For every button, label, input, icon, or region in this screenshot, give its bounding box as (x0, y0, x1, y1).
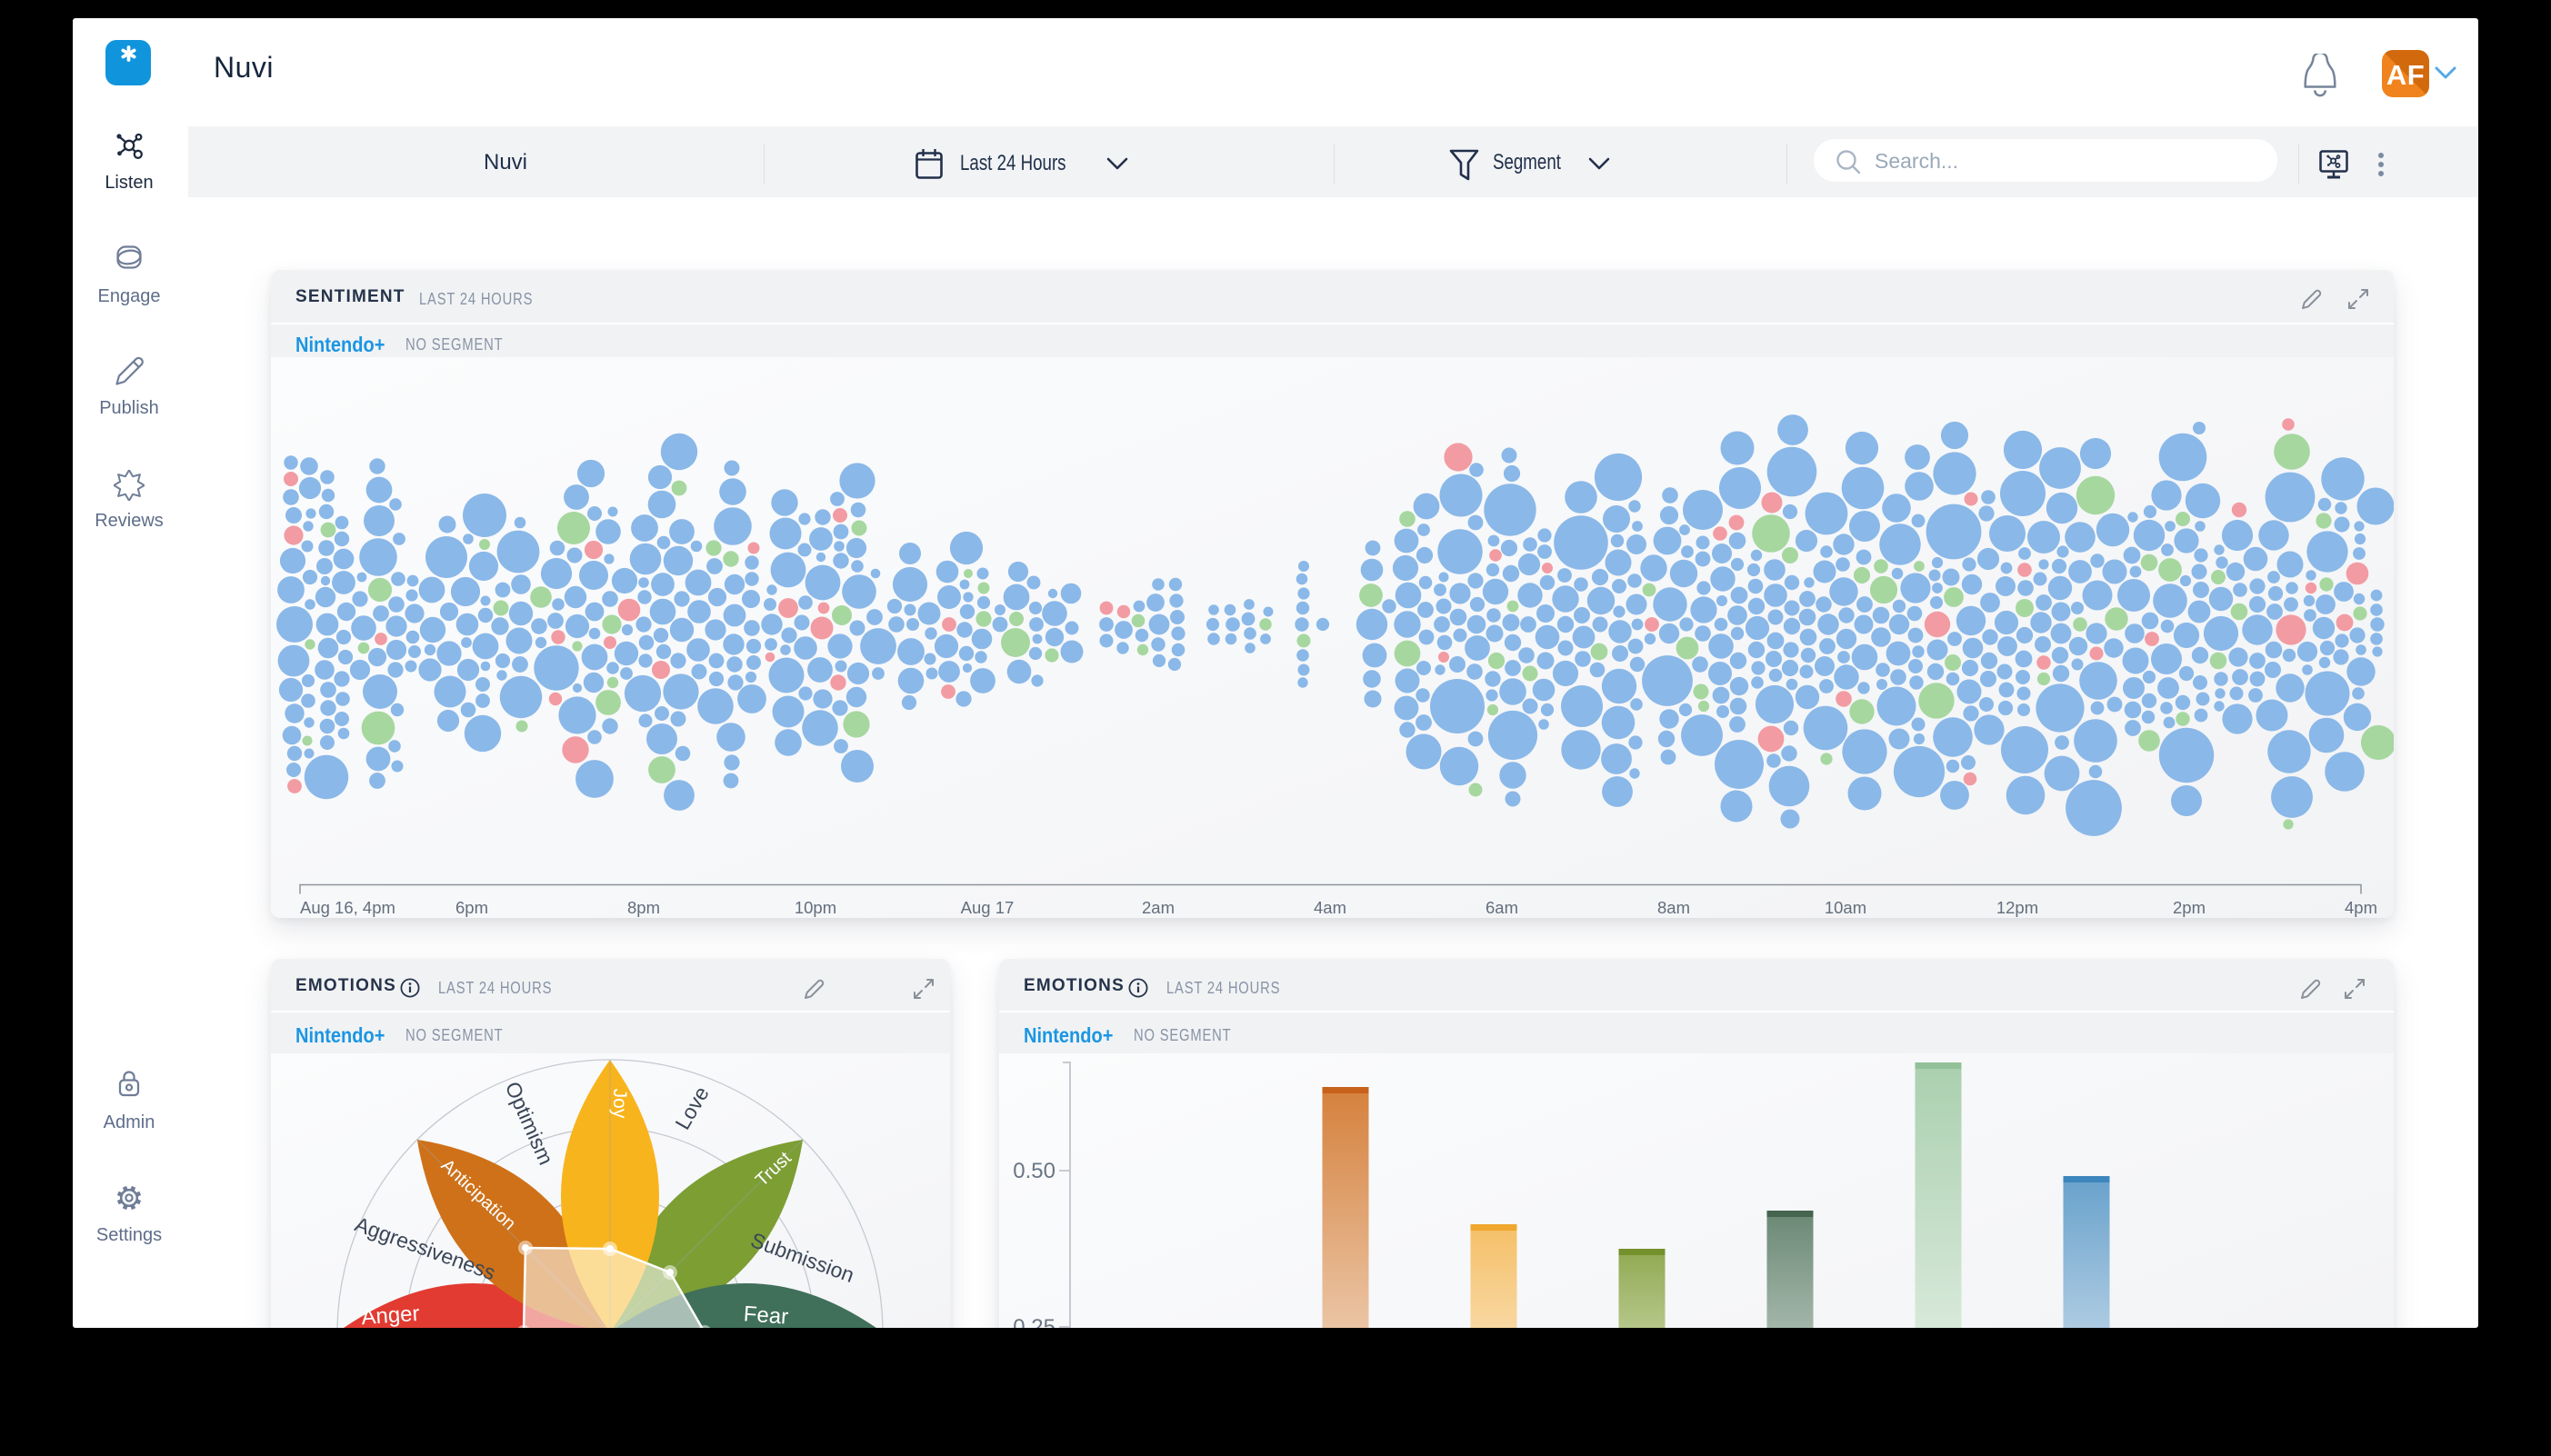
svg-text:Submission: Submission (747, 1228, 857, 1287)
svg-text:Joy: Joy (609, 1089, 630, 1119)
svg-text:0.50: 0.50 (1013, 1159, 1055, 1183)
svg-text:Fear: Fear (743, 1301, 789, 1328)
svg-text:0.25: 0.25 (1013, 1315, 1055, 1328)
svg-text:Anger: Anger (361, 1301, 421, 1328)
svg-text:Love: Love (670, 1082, 713, 1133)
